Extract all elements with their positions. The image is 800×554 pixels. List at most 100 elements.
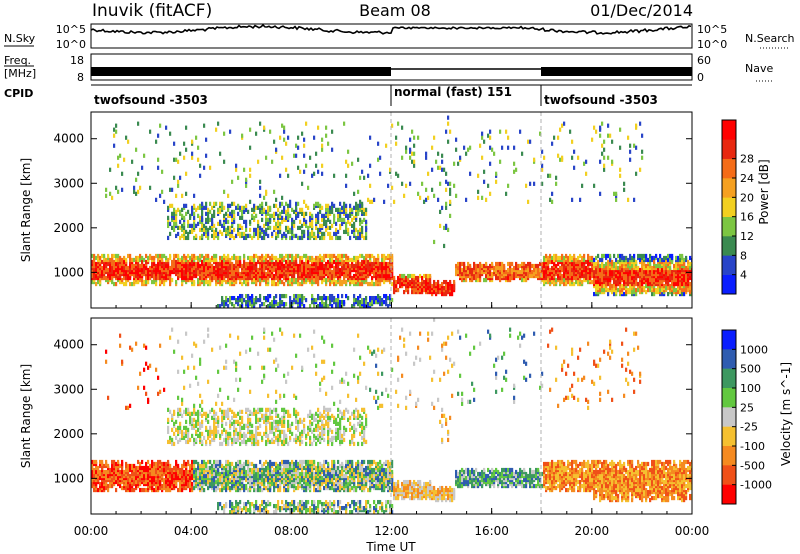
heatmap-cell — [219, 279, 222, 285]
heatmap-cell — [107, 253, 110, 259]
heatmap-cell — [307, 255, 310, 261]
heatmap-cell — [183, 229, 186, 235]
heatmap-cell — [317, 277, 320, 283]
heatmap-cell — [689, 281, 692, 287]
heatmap-cell — [229, 273, 232, 279]
heatmap-cell — [381, 267, 384, 273]
heatmap-cell — [133, 487, 136, 493]
heatmap-cell — [233, 235, 236, 241]
heatmap-cell — [117, 257, 120, 263]
heatmap-cell — [327, 263, 330, 269]
heatmap-cell — [599, 267, 602, 273]
heatmap-cell — [337, 213, 340, 218]
heatmap-cell — [591, 137, 594, 142]
heatmap-cell — [307, 205, 310, 210]
heatmap-cell — [277, 261, 280, 267]
heatmap-cell — [279, 135, 282, 140]
heatmap-cell — [161, 267, 164, 273]
heatmap-cell — [343, 229, 346, 235]
heatmap-cell — [149, 363, 152, 368]
heatmap-cell — [231, 265, 234, 271]
heatmap-cell — [623, 255, 626, 261]
heatmap-cell — [689, 271, 692, 277]
heatmap-cell — [521, 151, 524, 156]
heatmap-cell — [629, 261, 632, 267]
heatmap-cell — [585, 171, 588, 176]
heatmap-cell — [181, 259, 184, 265]
heatmap-cell — [303, 211, 306, 216]
heatmap-cell — [283, 301, 286, 307]
heatmap-cell — [413, 287, 416, 293]
heatmap-cell — [325, 277, 328, 283]
heatmap-cell — [185, 419, 188, 424]
heatmap-cell — [419, 273, 422, 279]
heatmap-cell — [363, 255, 366, 261]
heatmap-cell — [259, 293, 262, 299]
heatmap-cell — [327, 141, 330, 146]
heatmap-cell — [331, 129, 334, 134]
heatmap-cell — [321, 231, 324, 237]
heatmap-cell — [359, 221, 362, 227]
heatmap-cell — [341, 253, 344, 259]
heatmap-cell — [177, 407, 180, 412]
heatmap-cell — [277, 229, 280, 235]
heatmap-cell — [217, 121, 220, 126]
heatmap-cell — [559, 275, 562, 281]
heatmap-cell — [445, 171, 448, 176]
heatmap-cell — [129, 467, 132, 473]
freq-tick-bottom: 8 — [77, 71, 84, 84]
heatmap-cell — [325, 133, 328, 138]
heatmap-cell — [497, 261, 500, 267]
heatmap-cell — [445, 129, 448, 134]
heatmap-cell — [157, 253, 160, 259]
heatmap-cell — [367, 253, 370, 259]
heatmap-cell — [355, 205, 358, 210]
heatmap-cell — [635, 259, 638, 265]
heatmap-cell — [291, 253, 294, 259]
heatmap-cell — [169, 409, 172, 414]
heatmap-cell — [163, 485, 166, 491]
heatmap-cell — [253, 253, 256, 259]
heatmap-cell — [157, 479, 160, 485]
heatmap-cell — [271, 253, 274, 259]
heatmap-cell — [187, 219, 190, 225]
heatmap-cell — [155, 253, 158, 259]
heatmap-cell — [255, 131, 258, 136]
heatmap-cell — [239, 293, 242, 299]
heatmap-cell — [133, 273, 136, 279]
heatmap-cell — [541, 163, 544, 168]
heatmap-cell — [227, 229, 230, 235]
heatmap-cell — [167, 257, 170, 263]
heatmap-cell — [155, 469, 158, 475]
heatmap-cell — [483, 263, 486, 269]
heatmap-cell — [145, 487, 148, 493]
heatmap-cell — [263, 207, 266, 212]
heatmap-cell — [581, 279, 584, 285]
heatmap-cell — [301, 255, 304, 261]
heatmap-cell — [685, 285, 688, 291]
heatmap-cell — [95, 469, 98, 475]
heatmap-cell — [195, 267, 198, 273]
heatmap-cell — [181, 471, 184, 477]
heatmap-cell — [287, 207, 290, 212]
heatmap-cell — [629, 157, 632, 162]
heatmap-cell — [117, 253, 120, 259]
heatmap-cell — [647, 257, 650, 263]
heatmap-cell — [429, 289, 432, 295]
heatmap-cell — [579, 277, 582, 283]
heatmap-cell — [175, 221, 178, 227]
heatmap-cell — [207, 213, 210, 218]
heatmap-cell — [617, 265, 620, 271]
heatmap-cell — [333, 203, 336, 208]
heatmap-cell — [477, 195, 480, 200]
heatmap-cell — [547, 265, 550, 271]
heatmap-cell — [113, 253, 116, 259]
heatmap-cell — [163, 281, 166, 287]
heatmap-cell — [345, 159, 348, 164]
heatmap-cell — [139, 465, 142, 471]
heatmap-cell — [97, 469, 100, 475]
heatmap-cell — [335, 227, 338, 233]
heatmap-cell — [413, 159, 416, 164]
heatmap-cell — [425, 197, 428, 202]
heatmap-cell — [675, 287, 678, 293]
